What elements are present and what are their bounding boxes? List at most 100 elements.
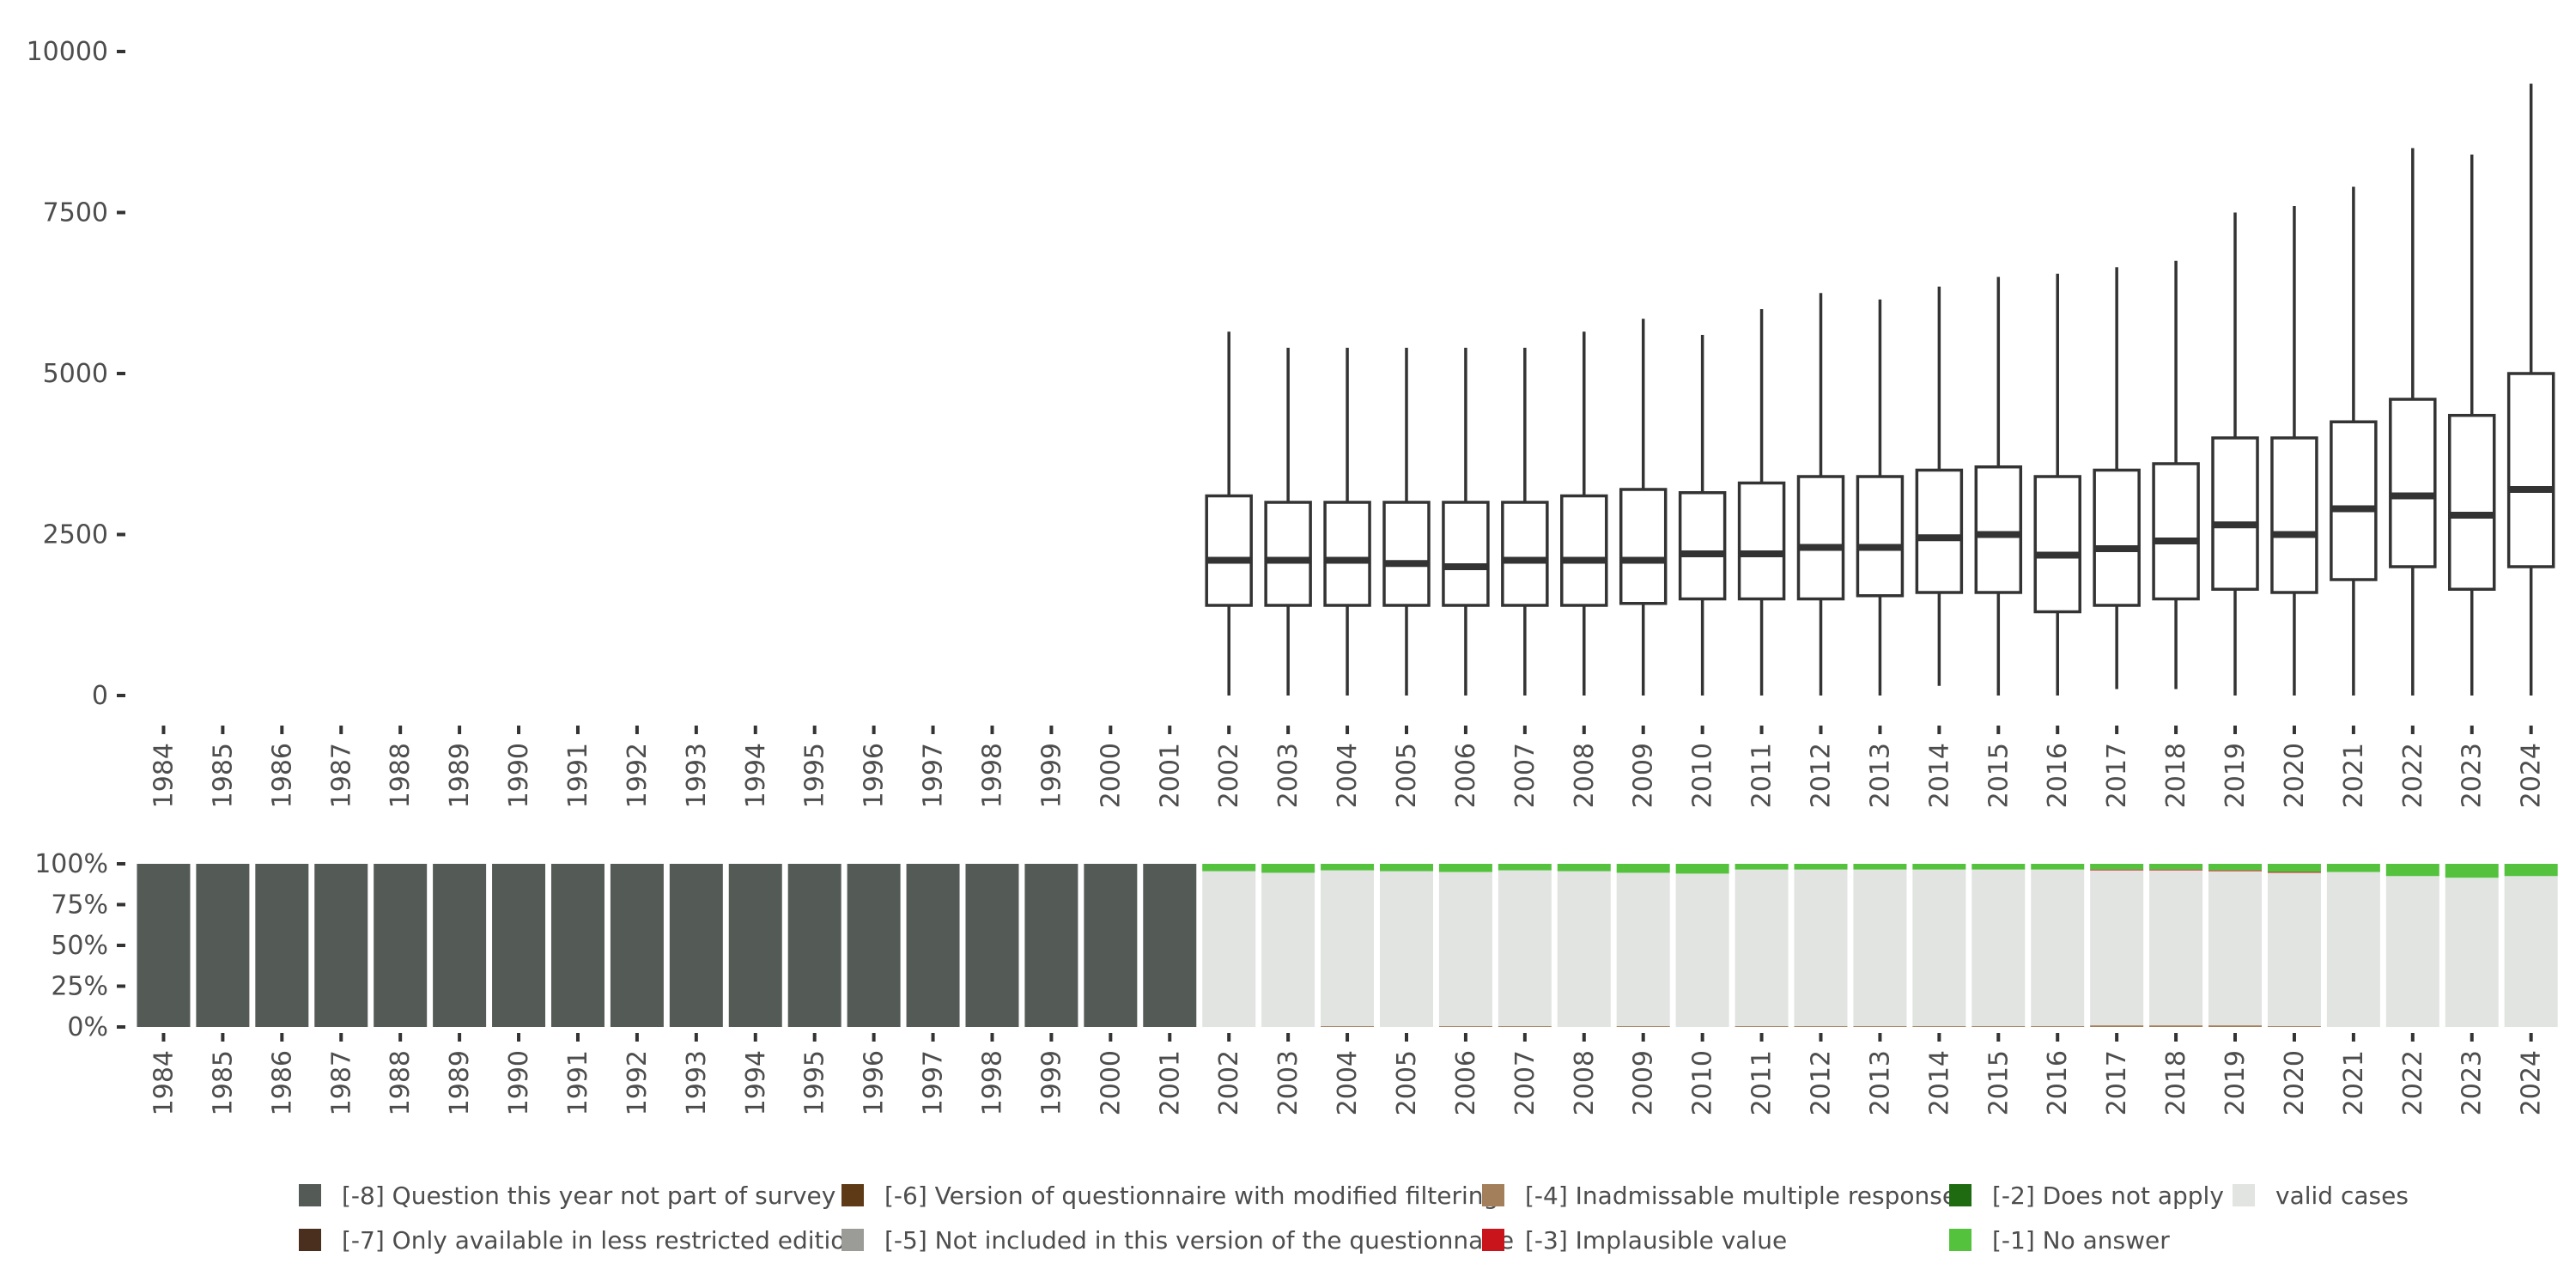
legend: [-8] Question this year not part of surv… xyxy=(299,1182,2409,1255)
bar-segment-8-question-this-year-not-part-of-survey xyxy=(965,864,1019,1027)
y-tick-label: 25% xyxy=(51,972,108,1002)
box-2011 xyxy=(1737,309,1786,696)
bar-segment-valid-cases xyxy=(1557,871,1611,1027)
legend-item: [-2] Does not apply xyxy=(1949,1182,2224,1210)
box-2010 xyxy=(1678,335,1727,696)
x-tick-label: 1984 xyxy=(149,1050,179,1115)
bar-segment-8-question-this-year-not-part-of-survey xyxy=(255,864,309,1027)
legend-swatch xyxy=(1949,1184,1971,1206)
bar-segment-4-inadmissable-multiple-response xyxy=(1498,1026,1552,1027)
bar-segment-8-question-this-year-not-part-of-survey xyxy=(492,864,546,1027)
x-tick-label: 1988 xyxy=(386,1050,416,1115)
y-tick-label: 0 xyxy=(92,681,108,711)
x-tick-label: 2023 xyxy=(2458,1050,2488,1115)
bar-segment-valid-cases xyxy=(2267,872,2321,1027)
legend-label: valid cases xyxy=(2275,1182,2409,1210)
bar-segment-1-no-answer xyxy=(1438,864,1492,872)
x-tick-label: 2012 xyxy=(1807,1050,1837,1115)
box-iqr xyxy=(1737,481,1786,601)
bar-segment-valid-cases xyxy=(1616,872,1670,1027)
x-tick-label: 1989 xyxy=(445,1050,475,1115)
bar-1992 xyxy=(610,864,664,1027)
legend-swatch xyxy=(841,1184,864,1206)
bar-segment-8-question-this-year-not-part-of-survey xyxy=(906,864,960,1027)
bar-segment-8-question-this-year-not-part-of-survey xyxy=(433,864,487,1027)
bar-segment-1-no-answer xyxy=(1202,864,1256,872)
x-tick-label: 2009 xyxy=(1629,1050,1659,1115)
x-tick-label: 2003 xyxy=(1273,743,1303,808)
box-iqr xyxy=(2093,468,2141,607)
y-tick-label: 5000 xyxy=(43,359,108,389)
box-iqr xyxy=(1974,465,2023,594)
bar-segment-8-question-this-year-not-part-of-survey xyxy=(787,864,841,1027)
x-tick-label: 1990 xyxy=(504,1050,534,1115)
box-2012 xyxy=(1796,293,1845,696)
x-tick-label: 2013 xyxy=(1865,1050,1895,1115)
x-tick-label: 1999 xyxy=(1036,743,1066,808)
bar-segment-valid-cases xyxy=(1498,870,1552,1027)
bar-1998 xyxy=(965,864,1019,1027)
box-iqr xyxy=(1323,501,1371,607)
bar-2019 xyxy=(2208,864,2263,1027)
bar-segment-4-inadmissable-multiple-response xyxy=(1971,1026,2026,1027)
x-tick-label: 2014 xyxy=(1924,743,1954,808)
box-iqr xyxy=(1856,475,1905,598)
bar-segment-4-inadmissable-multiple-response xyxy=(1794,1026,1848,1027)
x-tick-label: 2010 xyxy=(1688,743,1718,808)
x-tick-label: 1997 xyxy=(919,1050,949,1115)
bar-segment-8-question-this-year-not-part-of-survey xyxy=(374,864,428,1027)
bar-segment-valid-cases xyxy=(2090,870,2144,1026)
x-tick-label: 1987 xyxy=(326,743,356,808)
bar-2008 xyxy=(1557,864,1611,1027)
bar-2009 xyxy=(1616,864,1670,1027)
box-iqr xyxy=(1560,494,1608,607)
bar-segment-valid-cases xyxy=(2208,871,2263,1026)
x-tick-label: 1990 xyxy=(504,743,534,808)
bar-1990 xyxy=(492,864,546,1027)
x-tick-label: 2008 xyxy=(1570,1050,1600,1115)
y-tick-label: 7500 xyxy=(43,198,108,228)
bar-1999 xyxy=(1024,864,1078,1027)
legend-item: [-1] No answer xyxy=(1949,1226,2170,1255)
x-tick-label: 1996 xyxy=(860,1050,890,1115)
box-2002 xyxy=(1205,331,1253,696)
bar-segment-valid-cases xyxy=(1971,869,2026,1027)
legend-label: [-4] Inadmissable multiple response xyxy=(1525,1182,1957,1210)
bar-segment-valid-cases xyxy=(1853,869,1907,1027)
bar-2000 xyxy=(1084,864,1138,1027)
bar-segment-valid-cases xyxy=(1794,869,1848,1027)
bar-segment-1-no-answer xyxy=(2149,864,2203,870)
y-tick-label: 2500 xyxy=(43,520,108,550)
x-tick-label: 2003 xyxy=(1273,1050,1303,1115)
x-tick-label: 1986 xyxy=(267,743,297,808)
x-tick-label: 1985 xyxy=(208,743,238,808)
legend-swatch xyxy=(1482,1229,1504,1251)
x-tick-label: 2015 xyxy=(1984,1050,2014,1115)
x-tick-label: 2022 xyxy=(2398,743,2428,808)
legend-item: [-7] Only available in less restricted e… xyxy=(299,1226,860,1255)
bar-segment-1-no-answer xyxy=(1557,864,1611,872)
box-2009 xyxy=(1619,319,1668,696)
x-tick-label: 2011 xyxy=(1747,743,1777,808)
bar-segment-valid-cases xyxy=(2445,878,2499,1027)
box-iqr xyxy=(2506,372,2555,568)
x-tick-label: 2019 xyxy=(2221,1050,2251,1115)
box-iqr xyxy=(1619,488,1668,605)
bar-segment-valid-cases xyxy=(1379,871,1433,1027)
x-tick-label: 1994 xyxy=(741,743,771,808)
legend-swatch xyxy=(2233,1184,2255,1206)
x-tick-label: 1997 xyxy=(919,743,949,808)
legend-swatch xyxy=(1949,1229,1971,1251)
bar-1996 xyxy=(847,864,901,1027)
y-tick-label: 0% xyxy=(67,1012,108,1042)
x-tick-label: 2022 xyxy=(2398,1050,2428,1115)
x-tick-label: 2023 xyxy=(2458,743,2488,808)
bar-2015 xyxy=(1971,864,2026,1027)
bar-segment-1-no-answer xyxy=(1261,864,1315,873)
x-tick-label: 1987 xyxy=(326,1050,356,1115)
x-tick-label: 2005 xyxy=(1392,743,1422,808)
x-tick-label: 1992 xyxy=(623,743,653,808)
bar-segment-1-no-answer xyxy=(2326,864,2380,872)
x-tick-label: 2020 xyxy=(2280,743,2310,808)
box-2006 xyxy=(1442,348,1490,696)
